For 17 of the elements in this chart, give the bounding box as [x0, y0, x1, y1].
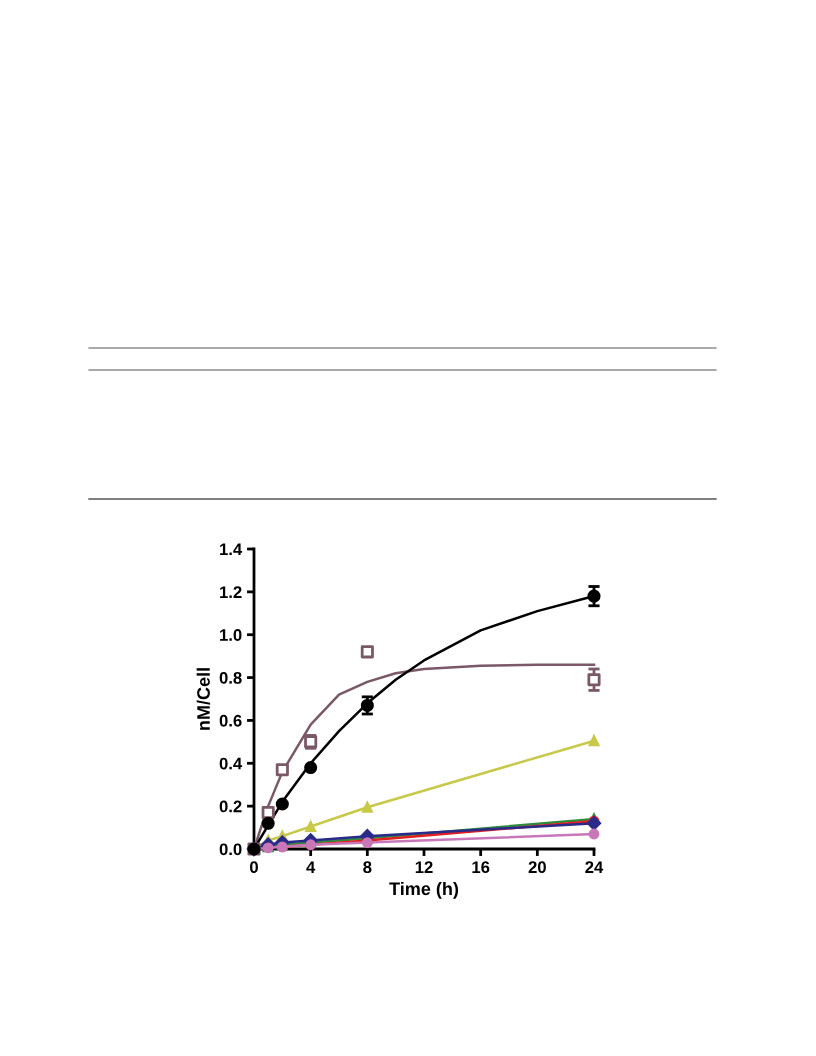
x-tick-label: 20 — [528, 861, 546, 874]
x-tick-label: 24 — [585, 861, 604, 873]
y-tick-label: 0.0 — [219, 843, 242, 856]
y-tick-label: 1.0 — [220, 629, 242, 641]
y-tick-label: 0.8 — [219, 671, 242, 684]
y-tick-label: 1.2 — [220, 586, 242, 598]
y-tick-label: 1.4 — [220, 543, 243, 556]
y-axis-title: nM/Cell — [196, 668, 211, 730]
x-tick-label: 16 — [472, 861, 490, 874]
x-tick-label: 8 — [363, 861, 372, 874]
x-tick-label: 12 — [415, 861, 433, 873]
x-tick-label: 0 — [250, 861, 258, 874]
y-tick-label: 0.4 — [219, 757, 243, 770]
y-tick-label: 0.2 — [219, 800, 242, 813]
y-tick-label: 0.6 — [219, 714, 242, 727]
x-tick-label: 4 — [306, 861, 316, 873]
x-axis-title: Time (h) — [389, 881, 459, 899]
